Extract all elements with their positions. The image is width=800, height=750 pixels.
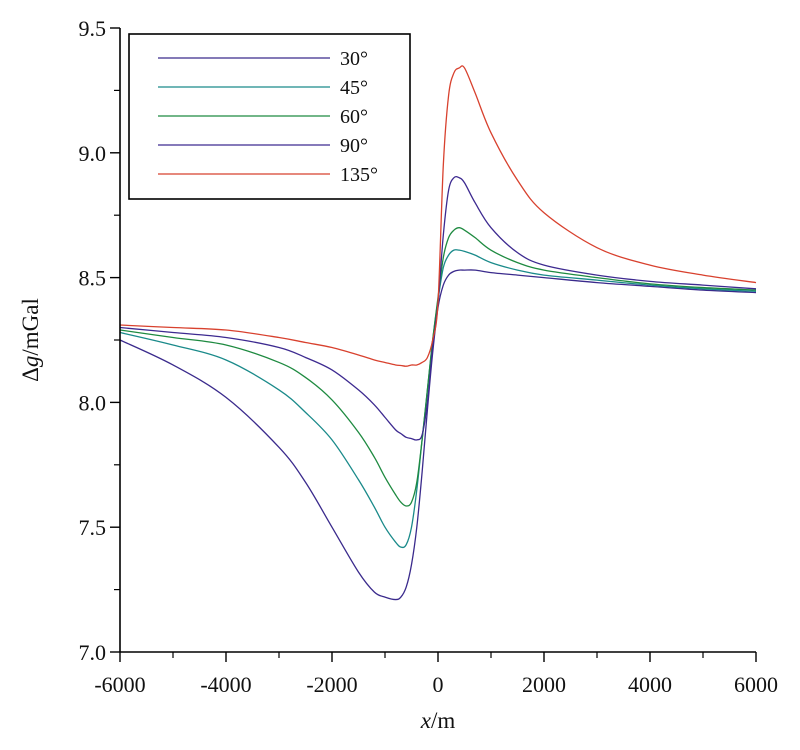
x-tick-label: 6000 xyxy=(734,672,778,697)
x-tick-label: -4000 xyxy=(200,672,251,697)
series-line-1 xyxy=(119,269,757,601)
axes: 7.0 7.5 8.0 8.5 9.0 9.5 -6000 -4000 -2000 0 2000 40… xyxy=(79,16,779,697)
legend-label: 30° xyxy=(340,48,368,70)
y-tick-label: 7.0 xyxy=(79,640,107,665)
y-tick-label: 8.0 xyxy=(79,390,107,415)
y-axis-title-prefix: Δ xyxy=(18,367,43,382)
x-axis-title: x/m xyxy=(420,708,456,733)
legend-label: 45° xyxy=(340,77,368,99)
y-tick-label: 7.5 xyxy=(79,515,107,540)
x-tick-label: 4000 xyxy=(628,672,672,697)
y-tick-label: 9.0 xyxy=(79,141,107,166)
x-axis-title-unit: /m xyxy=(431,708,455,733)
x-tick-label: -6000 xyxy=(94,672,145,697)
legend: 30° 45° 60° 90° 135° xyxy=(128,33,411,200)
plot-area xyxy=(119,65,757,601)
x-tick-label: 0 xyxy=(433,672,444,697)
y-axis-title: Δg/mGal xyxy=(18,298,43,382)
y-tick-label: 9.5 xyxy=(79,16,107,41)
y-tick-label: 8.5 xyxy=(79,266,107,291)
x-axis-title-var: x xyxy=(420,708,432,733)
legend-label: 90° xyxy=(340,135,368,157)
series-line-4 xyxy=(119,175,757,441)
x-tick-label: -2000 xyxy=(306,672,357,697)
series-line-3 xyxy=(119,227,757,507)
x-tick-label: 2000 xyxy=(522,672,566,697)
y-axis-title-var: g xyxy=(18,356,43,368)
legend-label: 60° xyxy=(340,106,368,128)
series-line-5 xyxy=(119,65,757,367)
legend-label: 135° xyxy=(340,164,378,186)
y-axis-title-unit: /mGal xyxy=(18,298,43,356)
